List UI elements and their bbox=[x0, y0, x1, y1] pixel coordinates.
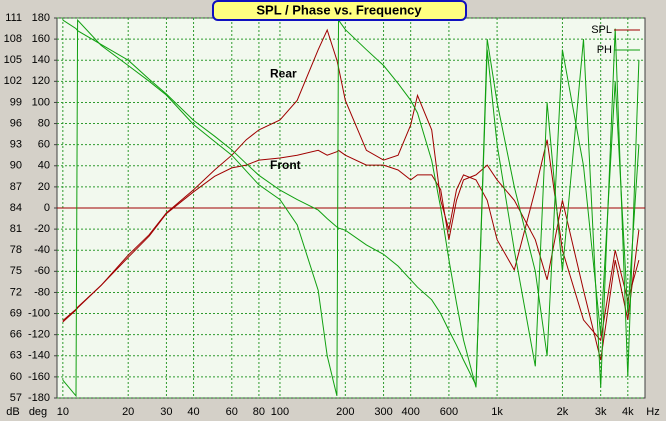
y-tick-label: 93 bbox=[10, 139, 22, 151]
x-axis-label: Hz bbox=[646, 406, 659, 418]
y2-tick-label: 140 bbox=[32, 54, 50, 66]
y-tick-label: 99 bbox=[10, 96, 22, 108]
y2-tick-label: -20 bbox=[34, 223, 50, 235]
title-box bbox=[212, 0, 467, 21]
y2-tick-label: 180 bbox=[32, 12, 50, 24]
y-tick-label: 90 bbox=[10, 160, 22, 172]
y-axis-label: dB bbox=[6, 406, 19, 418]
y-tick-label: 78 bbox=[10, 244, 22, 256]
x-tick-label: 20 bbox=[122, 406, 134, 418]
y2-tick-label: -100 bbox=[28, 307, 50, 319]
x-tick-label: 1k bbox=[491, 406, 503, 418]
x-tick-label: 60 bbox=[226, 406, 238, 418]
y-tick-label: 69 bbox=[10, 307, 22, 319]
y2-tick-label: -80 bbox=[34, 286, 50, 298]
y2-tick-label: -60 bbox=[34, 265, 50, 277]
y2-axis-label: deg bbox=[29, 406, 47, 418]
legend-label: PH bbox=[597, 44, 612, 56]
labels: 57 60 63 66 69 72 75 78 81 84 87 90 93 96 99 102 105 108 1… bbox=[4, 12, 640, 418]
y2-tick-label: 60 bbox=[38, 139, 50, 151]
annotation: Front bbox=[270, 158, 301, 172]
y-tick-label: 75 bbox=[10, 265, 22, 277]
y-tick-label: 87 bbox=[10, 181, 22, 193]
y-tick-label: 60 bbox=[10, 371, 22, 383]
y2-tick-label: -40 bbox=[34, 244, 50, 256]
x-tick-label: 80 bbox=[253, 406, 265, 418]
x-tick-label: 10 bbox=[57, 406, 69, 418]
y2-tick-label: 40 bbox=[38, 160, 50, 172]
y-tick-label: 102 bbox=[4, 75, 22, 87]
x-tick-label: 3k bbox=[595, 406, 607, 418]
x-tick-label: 300 bbox=[374, 406, 392, 418]
series-line bbox=[62, 149, 640, 361]
y2-tick-label: 20 bbox=[38, 181, 50, 193]
y-tick-label: 111 bbox=[5, 12, 22, 24]
x-tick-label: 400 bbox=[402, 406, 420, 418]
y-tick-label: 57 bbox=[10, 392, 22, 404]
annotation: Rear bbox=[270, 66, 297, 80]
y2-tick-label: 120 bbox=[32, 75, 50, 87]
series-line bbox=[62, 18, 640, 398]
lines bbox=[62, 18, 640, 398]
x-tick-label: 600 bbox=[440, 406, 458, 418]
y2-tick-label: -180 bbox=[28, 392, 50, 404]
y-tick-label: 72 bbox=[10, 286, 22, 298]
y2-tick-label: -140 bbox=[28, 350, 50, 362]
x-tick-label: 4k bbox=[622, 406, 634, 418]
y-tick-label: 96 bbox=[10, 117, 22, 129]
y2-tick-label: 0 bbox=[44, 202, 50, 214]
y-tick-label: 84 bbox=[10, 202, 22, 214]
x-tick-label: 40 bbox=[187, 406, 199, 418]
x-tick-label: 200 bbox=[336, 406, 354, 418]
x-tick-label: 100 bbox=[271, 406, 289, 418]
y2-tick-label: 100 bbox=[32, 96, 50, 108]
y2-tick-label: 160 bbox=[32, 33, 50, 45]
y2-tick-label: -160 bbox=[28, 371, 50, 383]
y-tick-label: 105 bbox=[4, 54, 22, 66]
x-tick-label: 30 bbox=[160, 406, 172, 418]
y-tick-label: 66 bbox=[10, 329, 22, 341]
x-tick-label: 2k bbox=[557, 406, 569, 418]
y2-tick-label: 80 bbox=[38, 117, 50, 129]
y-tick-label: 81 bbox=[10, 223, 22, 235]
series-line bbox=[62, 19, 640, 386]
chart-title: SPL / Phase vs. Frequency bbox=[256, 2, 422, 17]
y-tick-label: 108 bbox=[4, 33, 22, 45]
y-tick-label: 63 bbox=[10, 350, 22, 362]
y2-tick-label: -120 bbox=[28, 329, 50, 341]
legend-label: SPL bbox=[591, 24, 612, 36]
series-line bbox=[62, 28, 640, 342]
